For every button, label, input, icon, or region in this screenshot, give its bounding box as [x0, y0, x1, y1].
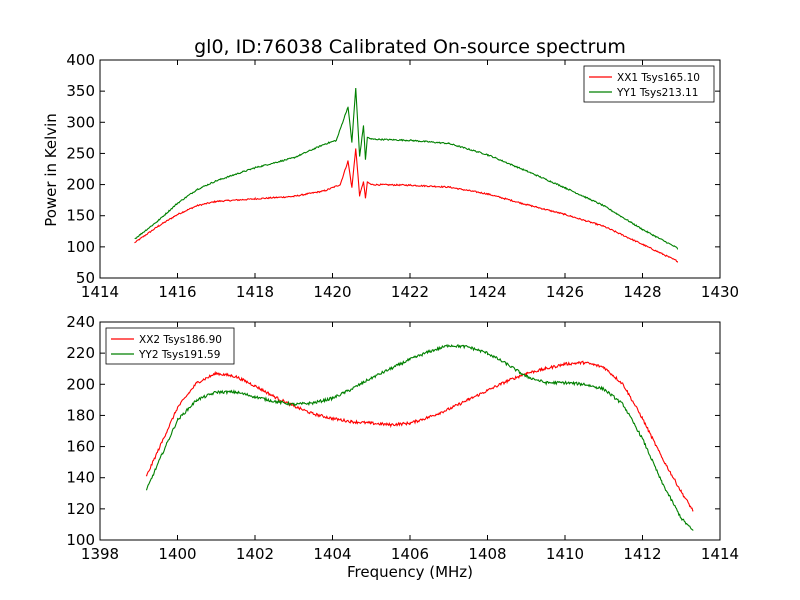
x-tick-label: 1400 — [158, 545, 196, 563]
x-tick-label: 1414 — [81, 283, 119, 301]
legend-label: YY2 Tsys191.59 — [138, 349, 220, 361]
x-tick-label: 1424 — [468, 283, 506, 301]
series-line-2-2 — [145, 343, 694, 531]
y-tick-label: 220 — [66, 344, 95, 362]
legend-label: XX2 Tsys186.90 — [139, 334, 222, 346]
x-tick-label: 1414 — [701, 545, 739, 563]
y-tick-label: 240 — [66, 313, 95, 331]
y-tick-label: 180 — [66, 406, 95, 424]
series-line-1-2 — [134, 87, 678, 251]
top-plot: 1414 1416 1418 1420 1422 1424 1426 1428 1430 50 10… — [66, 51, 739, 301]
series-line-1-1 — [134, 148, 678, 263]
x-tick-label: 1406 — [391, 545, 429, 563]
y-tick-label: 100 — [66, 531, 95, 549]
series-line-2-1 — [145, 360, 694, 512]
x-tick-label: 1416 — [158, 283, 196, 301]
top-y-axis-label: Power in Kelvin — [42, 113, 60, 227]
legend-2: XX2 Tsys186.90 YY2 Tsys191.59 — [105, 327, 235, 365]
y-tick-label: 250 — [66, 144, 95, 162]
x-tick-label: 1430 — [701, 283, 739, 301]
y-tick-label: 100 — [66, 238, 95, 256]
bottom-plot: 1398 1400 1402 1404 1406 1408 1410 1412 1414 100 1… — [66, 313, 739, 563]
y-tick-label: 300 — [66, 113, 95, 131]
y-tick-label: 160 — [66, 438, 95, 456]
y-tick-label: 120 — [66, 500, 95, 518]
x-tick-label: 1398 — [81, 545, 119, 563]
x-tick-label: 1422 — [391, 283, 429, 301]
legend-label: XX1 Tsys165.10 — [617, 72, 700, 84]
x-tick-label: 1412 — [623, 545, 661, 563]
x-tick-label: 1426 — [546, 283, 584, 301]
chart-title: gl0, ID:76038 Calibrated On-source spect… — [194, 36, 626, 58]
y-tick-label: 50 — [76, 269, 95, 287]
y-tick-label: 200 — [66, 176, 95, 194]
x-tick-label: 1420 — [313, 283, 351, 301]
bottom-x-axis-label: Frequency (MHz) — [347, 563, 473, 581]
x-tick-label: 1404 — [313, 545, 351, 563]
y-tick-label: 400 — [66, 51, 95, 69]
legend-box — [105, 327, 235, 365]
x-tick-label: 1418 — [236, 283, 274, 301]
y-tick-label: 150 — [66, 207, 95, 225]
x-tick-label: 1402 — [236, 545, 274, 563]
y-tick-label: 200 — [66, 375, 95, 393]
y-tick-label: 350 — [66, 82, 95, 100]
legend-1: XX1 Tsys165.10 YY1 Tsys213.11 — [583, 65, 715, 103]
legend-box — [583, 65, 715, 103]
x-tick-label: 1410 — [546, 545, 584, 563]
legend-label: YY1 Tsys213.11 — [616, 87, 698, 99]
y-tick-label: 140 — [66, 469, 95, 487]
x-tick-label: 1408 — [468, 545, 506, 563]
x-tick-label: 1428 — [623, 283, 661, 301]
